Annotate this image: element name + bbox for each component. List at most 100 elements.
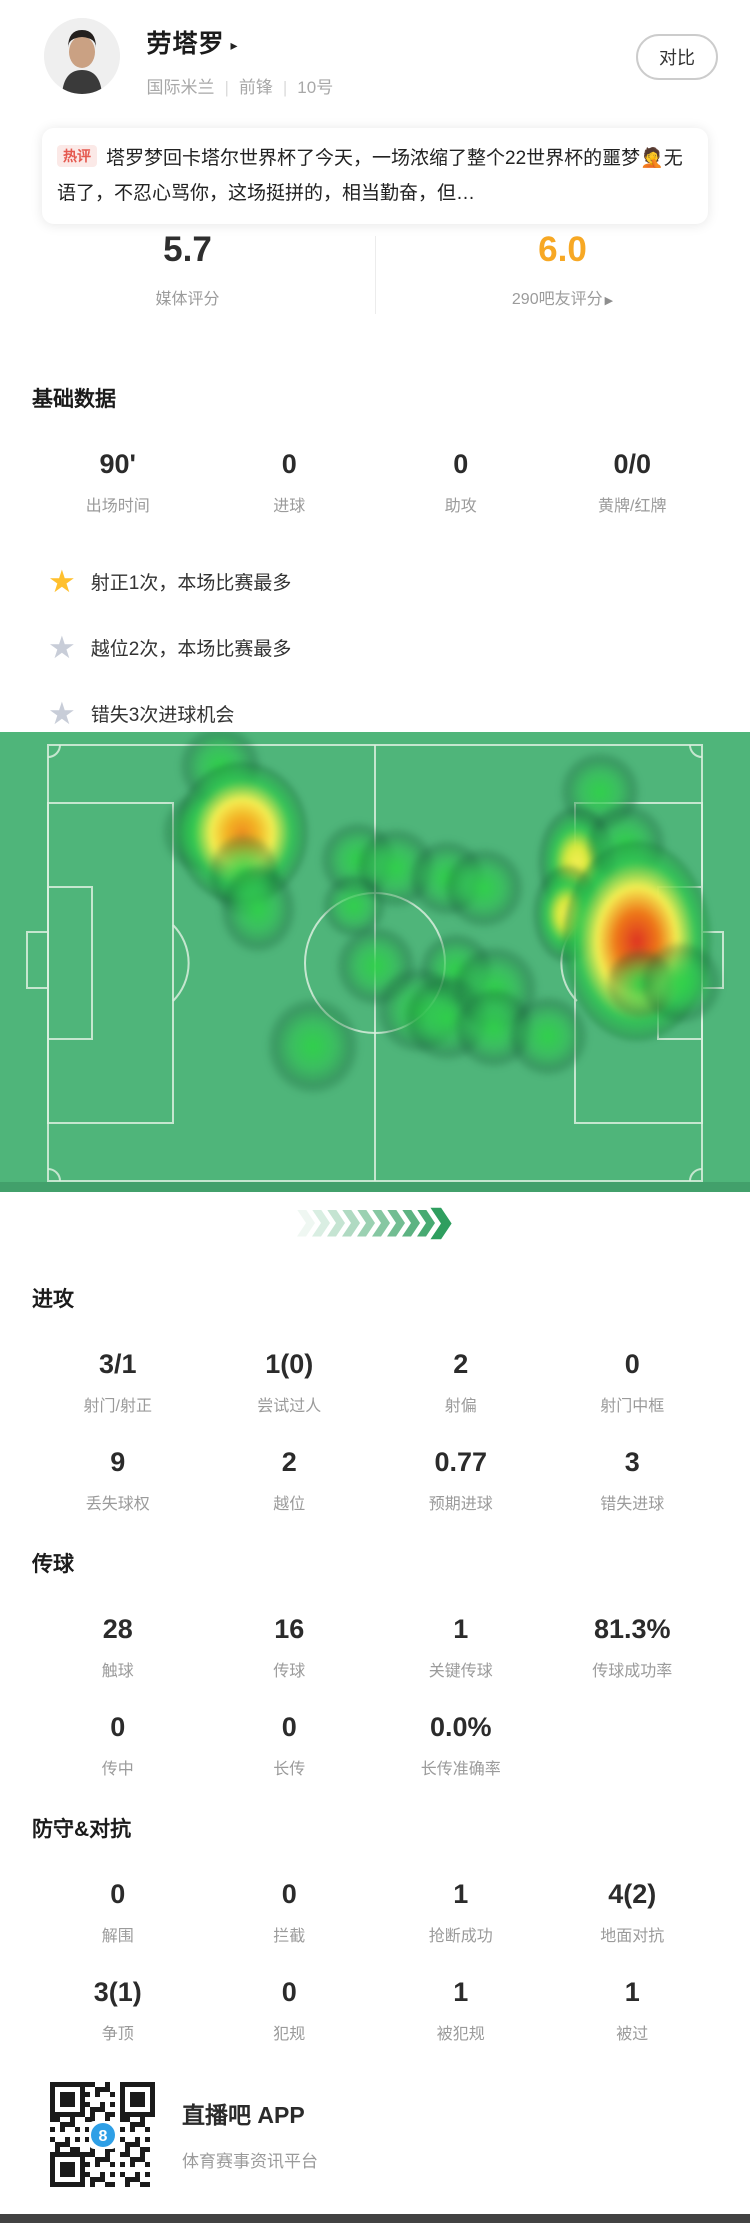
qr-image: 8 xyxy=(48,2080,158,2190)
chevron-icon xyxy=(357,1209,375,1237)
divider: | xyxy=(282,78,288,97)
stat-cell: 3 错失进球 xyxy=(547,1447,719,1514)
heat-spot-g xyxy=(444,848,524,928)
section-title-attack: 进攻 xyxy=(32,1288,74,1311)
fan-rating[interactable]: 6.0 290吧友评分 ▶ xyxy=(375,230,750,330)
stat-cell: 1 抢断成功 xyxy=(375,1879,547,1946)
stat-label: 争顶 xyxy=(101,2026,134,2043)
stat-cell: 1 关键传球 xyxy=(375,1614,547,1681)
app-footer: 8 直播吧 APP 体育赛事资讯平台 xyxy=(48,2080,718,2190)
chevron-right-icon: ▶ xyxy=(604,295,614,307)
stat-value: 3/1 xyxy=(98,1349,137,1379)
team-name: 国际米兰 xyxy=(146,78,215,97)
section-attack: 进攻 3/1 射门/射正 1(0) 尝试过人 2 射偏 0 射门中框 9 丢失球权 2 越位 0.77 预… xyxy=(0,1283,750,1514)
app-name: 直播吧 APP xyxy=(182,2102,305,2128)
stat-cell: 1 被过 xyxy=(547,1977,719,2044)
fan-score: 6.0 xyxy=(538,230,587,269)
fan-score-label: 290吧友评分 ▶ xyxy=(375,285,750,309)
jersey-number: 10号 xyxy=(297,78,334,97)
stat-cell: 90' 出场时间 xyxy=(32,449,204,516)
section-title-basic: 基础数据 xyxy=(32,388,116,411)
section-title-passing: 传球 xyxy=(32,1553,74,1576)
basic-stat-grid: 90' 出场时间 0 进球 0 助攻 0/0 黄牌/红牌 xyxy=(32,449,718,516)
stat-cell: 81.3% 传球成功率 xyxy=(547,1614,719,1681)
highlights-list: ★ 射正1次，本场比赛最多 ★ 越位2次，本场比赛最多 ★ 错失3次进球机会 xyxy=(48,548,718,746)
stat-label: 出场时间 xyxy=(85,498,150,515)
heat-spot-g xyxy=(267,998,359,1094)
stat-label: 射偏 xyxy=(444,1398,477,1415)
stat-label: 被过 xyxy=(616,2026,649,2043)
stat-value: 90' xyxy=(99,449,136,479)
stat-value: 3(1) xyxy=(93,1977,142,2007)
stat-value: 1 xyxy=(453,1977,469,2007)
player-name: 劳塔罗 xyxy=(146,30,225,58)
stat-label: 错失进球 xyxy=(600,1496,665,1513)
stat-value: 0 xyxy=(110,1712,126,1742)
stat-cell: 0 拦截 xyxy=(204,1879,376,1946)
highlight-text: 射正1次，本场比赛最多 xyxy=(90,572,292,594)
stat-value: 2 xyxy=(453,1349,469,1379)
stat-cell: 4(2) 地面对抗 xyxy=(547,1879,719,1946)
media-rating: 5.7 媒体评分 xyxy=(0,230,375,330)
stat-cell: 0 进球 xyxy=(204,449,376,516)
stat-cell: 16 传球 xyxy=(204,1614,376,1681)
media-score: 5.7 xyxy=(163,230,212,269)
stat-label: 解围 xyxy=(101,1928,134,1945)
stat-cell: 2 越位 xyxy=(204,1447,376,1514)
player-position: 前锋 xyxy=(238,78,273,97)
player-photo-placeholder xyxy=(44,18,120,94)
player-heatmap xyxy=(0,732,750,1192)
stat-label: 地面对抗 xyxy=(600,1928,665,1945)
stat-cell: 2 射偏 xyxy=(375,1349,547,1416)
chevron-divider xyxy=(0,1206,750,1240)
chevron-icon xyxy=(342,1209,360,1237)
stat-cell: 3(1) 争顶 xyxy=(32,1977,204,2044)
stat-value: 0 xyxy=(281,1712,297,1742)
stat-label: 传中 xyxy=(101,1761,134,1778)
divider: | xyxy=(224,78,229,97)
stat-value: 0 xyxy=(281,449,297,479)
stat-label: 丢失球权 xyxy=(85,1496,150,1513)
defense-stat-grid: 0 解围 0 拦截 1 抢断成功 4(2) 地面对抗 3(1) 争顶 0 犯规 1 被犯规 1 被过 xyxy=(32,1879,718,2044)
stat-value: 0.77 xyxy=(434,1447,488,1477)
compare-button[interactable]: 对比 xyxy=(636,34,718,80)
stat-value: 0 xyxy=(453,449,469,479)
stat-value: 4(2) xyxy=(608,1879,657,1909)
player-name-row[interactable]: 劳塔罗 ▸ xyxy=(146,24,333,60)
avatar[interactable] xyxy=(44,18,120,94)
stat-cell: 1(0) 尝试过人 xyxy=(204,1349,376,1416)
qr-code: 8 xyxy=(48,2080,158,2190)
highlight-row: ★ 射正1次，本场比赛最多 xyxy=(48,548,718,614)
chevron-icon xyxy=(327,1209,345,1237)
stat-cell: 0 助攻 xyxy=(375,449,547,516)
stat-value: 28 xyxy=(102,1614,133,1644)
ratings-row: 5.7 媒体评分 6.0 290吧友评分 ▶ xyxy=(0,230,750,330)
hot-comment-badge: 热评 xyxy=(57,145,97,167)
heat-spot-g xyxy=(640,942,722,1024)
heat-spot-g xyxy=(508,996,588,1076)
footer-info: 直播吧 APP 体育赛事资讯平台 xyxy=(182,2080,318,2190)
stat-label: 黄牌/红牌 xyxy=(598,498,667,515)
stat-cell: 0.77 预期进球 xyxy=(375,1447,547,1514)
stat-cell: 0 长传 xyxy=(204,1712,376,1779)
stat-label: 助攻 xyxy=(444,498,477,515)
stat-value: 0 xyxy=(624,1349,640,1379)
stat-label: 射门/射正 xyxy=(83,1398,152,1415)
stat-label: 传球成功率 xyxy=(592,1663,673,1680)
chevron-icon xyxy=(297,1209,315,1237)
pitch-lines xyxy=(26,744,724,1182)
stat-cell: 0 犯规 xyxy=(204,1977,376,2044)
stat-cell: 0 传中 xyxy=(32,1712,204,1779)
stat-value: 0 xyxy=(281,1977,297,2007)
stat-value: 2 xyxy=(281,1447,297,1477)
heat-spot-g xyxy=(220,865,296,953)
stat-cell: 0.0% 长传准确率 xyxy=(375,1712,547,1779)
stat-label: 犯规 xyxy=(273,2026,306,2043)
chevron-icon xyxy=(387,1209,405,1237)
star-icon: ★ xyxy=(48,695,76,731)
hot-comment-card[interactable]: 热评 塔罗梦回卡塔尔世界杯了今天，一场浓缩了整个22世界杯的噩梦🤦无语了，不忍心骂… xyxy=(42,128,708,224)
chevron-icon xyxy=(312,1209,330,1237)
star-icon: ★ xyxy=(48,563,76,599)
stat-label: 长传准确率 xyxy=(420,1761,501,1778)
fan-score-text: 290吧友评分 xyxy=(511,291,603,308)
